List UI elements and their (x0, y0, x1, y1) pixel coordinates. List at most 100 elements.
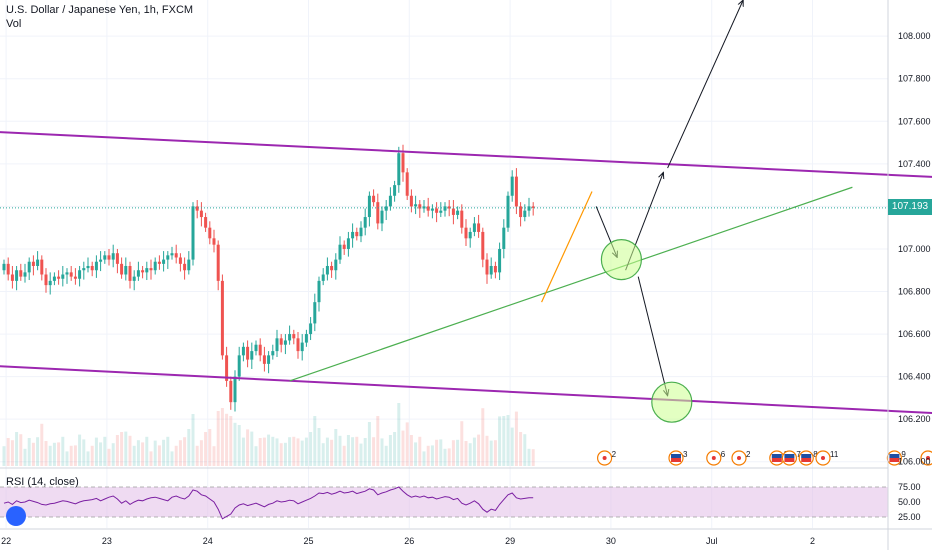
volume-bar-32 (136, 440, 140, 466)
volume-bar-117 (493, 440, 497, 466)
volume-bar-125 (527, 448, 531, 466)
candle-59 (250, 351, 254, 360)
y-tick-label-2: 107.600 (898, 116, 931, 126)
candle-40 (170, 253, 174, 256)
volume-bar-81 (342, 445, 346, 466)
volume-bar-99 (418, 436, 422, 466)
volume-bar-19 (82, 439, 86, 466)
candle-20 (86, 265, 90, 269)
volume-bar-64 (271, 436, 275, 466)
volume-bar-61 (258, 438, 262, 466)
y-tick-label-1: 107.800 (898, 74, 931, 84)
event-marker-label-7: 11 (830, 450, 839, 459)
event-marker-3: 2 (731, 450, 751, 466)
candle-109 (460, 210, 464, 228)
y-tick-label-9: 106.200 (898, 414, 931, 424)
rsi-panel (0, 467, 888, 520)
volume-bar-3 (15, 432, 19, 466)
candle-71 (300, 342, 304, 352)
candle-54 (229, 380, 233, 403)
event-marker-label-8: 9 (901, 450, 906, 459)
candle-107 (451, 208, 455, 215)
volume-bar-88 (372, 437, 376, 466)
volume-bar-34 (145, 436, 149, 466)
volume-bar-126 (531, 449, 535, 466)
candle-50 (212, 238, 216, 245)
candle-1 (6, 263, 10, 275)
volume-bar-60 (254, 446, 258, 466)
volume-bar-67 (283, 442, 287, 466)
tradingview-logo-icon[interactable] (6, 506, 26, 526)
candle-47 (199, 210, 203, 218)
volume-bar-26 (111, 443, 115, 466)
trendline-channel-top (0, 131, 932, 178)
volume-bar-119 (502, 416, 506, 466)
candle-118 (498, 248, 502, 273)
candle-32 (136, 270, 140, 277)
volume-bar-45 (191, 414, 195, 466)
volume-bar-16 (69, 445, 73, 466)
volume-bar-112 (472, 437, 476, 466)
candle-10 (44, 274, 48, 286)
volume-bar-36 (153, 440, 157, 466)
y-tick-label-0: 108.000 (898, 31, 931, 41)
candle-56 (237, 355, 241, 377)
candle-106 (447, 206, 451, 209)
candle-31 (132, 276, 136, 281)
volume-bar-7 (31, 442, 35, 466)
volume-bar-1 (6, 438, 10, 466)
volume-bar-103 (435, 439, 439, 466)
candle-124 (523, 210, 527, 218)
candle-61 (258, 344, 262, 356)
volume-bar-51 (216, 411, 220, 466)
candle-85 (359, 227, 363, 237)
candle-45 (191, 206, 195, 260)
volume-bar-108 (456, 439, 460, 466)
volume-bar-118 (498, 416, 502, 466)
candle-70 (296, 338, 300, 352)
volume-bar-38 (162, 439, 166, 466)
volume-bar-39 (166, 436, 170, 466)
candle-83 (351, 231, 355, 239)
volume-bar-46 (195, 445, 199, 466)
volume-bar-6 (27, 438, 31, 466)
candle-77 (325, 265, 329, 275)
candle-111 (468, 231, 472, 239)
candle-30 (128, 265, 132, 281)
volume-bar-76 (321, 443, 325, 466)
candle-43 (183, 263, 187, 271)
candle-82 (346, 238, 350, 249)
x-tick-label-6: 30 (606, 536, 616, 546)
volume-bar-80 (338, 435, 342, 466)
candle-123 (519, 206, 523, 218)
event-marker-label-1: 3 (683, 450, 688, 459)
candle-22 (94, 261, 98, 271)
candle-18 (78, 270, 82, 279)
candle-94 (397, 153, 401, 186)
symbol-title: U.S. Dollar / Japanese Yen, 1h, FXCM (6, 4, 194, 16)
volume-bar-79 (334, 429, 338, 466)
rsi-label: RSI (14, close) (6, 476, 79, 488)
volume-bar-44 (187, 429, 191, 466)
event-marker-label-5: 7 (796, 450, 801, 459)
volume-bar-78 (330, 439, 334, 466)
x-tick-label-8: 2 (810, 536, 815, 546)
volume-bar-113 (477, 434, 481, 466)
candle-115 (485, 259, 489, 275)
volume-bar-66 (279, 443, 283, 466)
candle-26 (111, 253, 115, 260)
volume-bar-70 (296, 438, 300, 466)
volume-bar-15 (65, 451, 69, 466)
y-tick-label-7: 106.600 (898, 329, 931, 339)
candle-87 (367, 195, 371, 218)
volume-bar-55 (233, 422, 237, 466)
volume-bar-37 (157, 445, 161, 466)
volume-bar-18 (78, 434, 82, 466)
event-marker-2: 6 (706, 450, 726, 466)
candle-84 (355, 231, 359, 237)
volume-bar-30 (128, 435, 132, 466)
event-marker-5: 7 (781, 450, 801, 466)
volume-bar-120 (506, 415, 510, 466)
volume-bar-24 (103, 436, 107, 466)
